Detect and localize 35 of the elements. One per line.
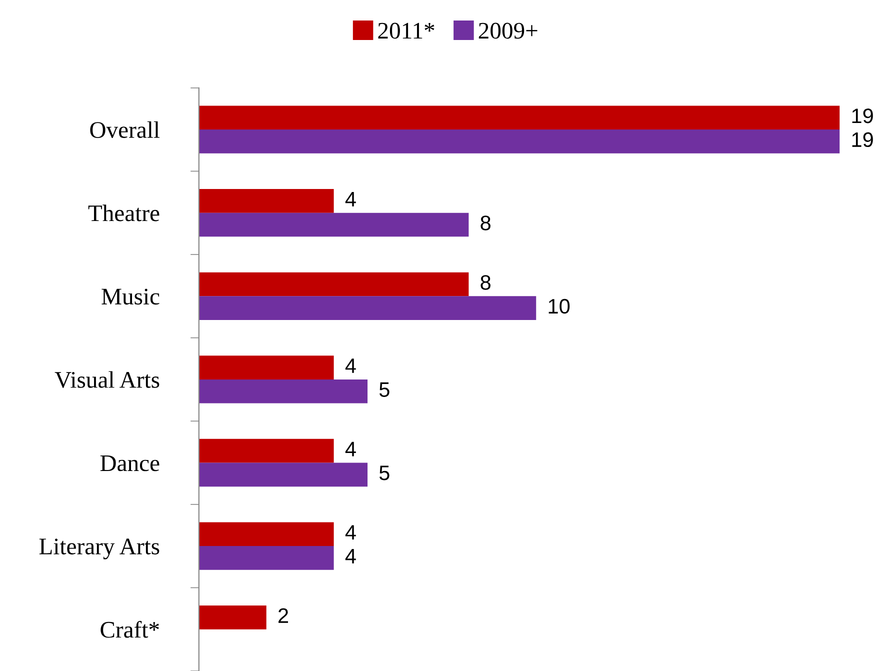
bar	[198, 356, 334, 380]
y-tick-label: Overall	[90, 121, 160, 138]
y-tick-label: Music	[102, 288, 160, 305]
bar	[198, 379, 368, 404]
y-tick-label: Literary Arts	[39, 538, 160, 560]
bar	[198, 438, 334, 463]
legend-label: 2009+	[478, 22, 538, 39]
y-tick-label: Visual Arts	[54, 371, 160, 388]
data-label: 10	[548, 298, 570, 314]
bar	[198, 272, 469, 296]
y-tick-label: Theatre	[88, 204, 160, 222]
data-label: 5	[379, 466, 390, 480]
bar	[198, 296, 536, 320]
data-label: 8	[480, 275, 490, 290]
data-label: 19	[852, 108, 873, 124]
bar	[198, 130, 840, 154]
data-label: 19	[852, 132, 873, 148]
bar	[198, 462, 368, 487]
data-label: 8	[480, 216, 490, 230]
legend-label: 2011*	[378, 22, 434, 39]
data-label: 4	[345, 442, 356, 456]
data-label: 2	[278, 608, 288, 623]
data-label: 4	[345, 192, 356, 206]
bar	[198, 189, 334, 213]
bar	[198, 606, 266, 630]
bar	[198, 546, 334, 570]
bar	[198, 106, 840, 130]
bar	[198, 522, 334, 546]
y-tick-label: Dance	[100, 455, 160, 472]
data-label: 4	[345, 358, 356, 373]
bar	[198, 212, 469, 237]
data-label: 4	[345, 549, 356, 564]
data-label: 4	[345, 525, 356, 540]
y-tick-label: Craft*	[100, 620, 159, 638]
data-label: 5	[379, 382, 390, 397]
